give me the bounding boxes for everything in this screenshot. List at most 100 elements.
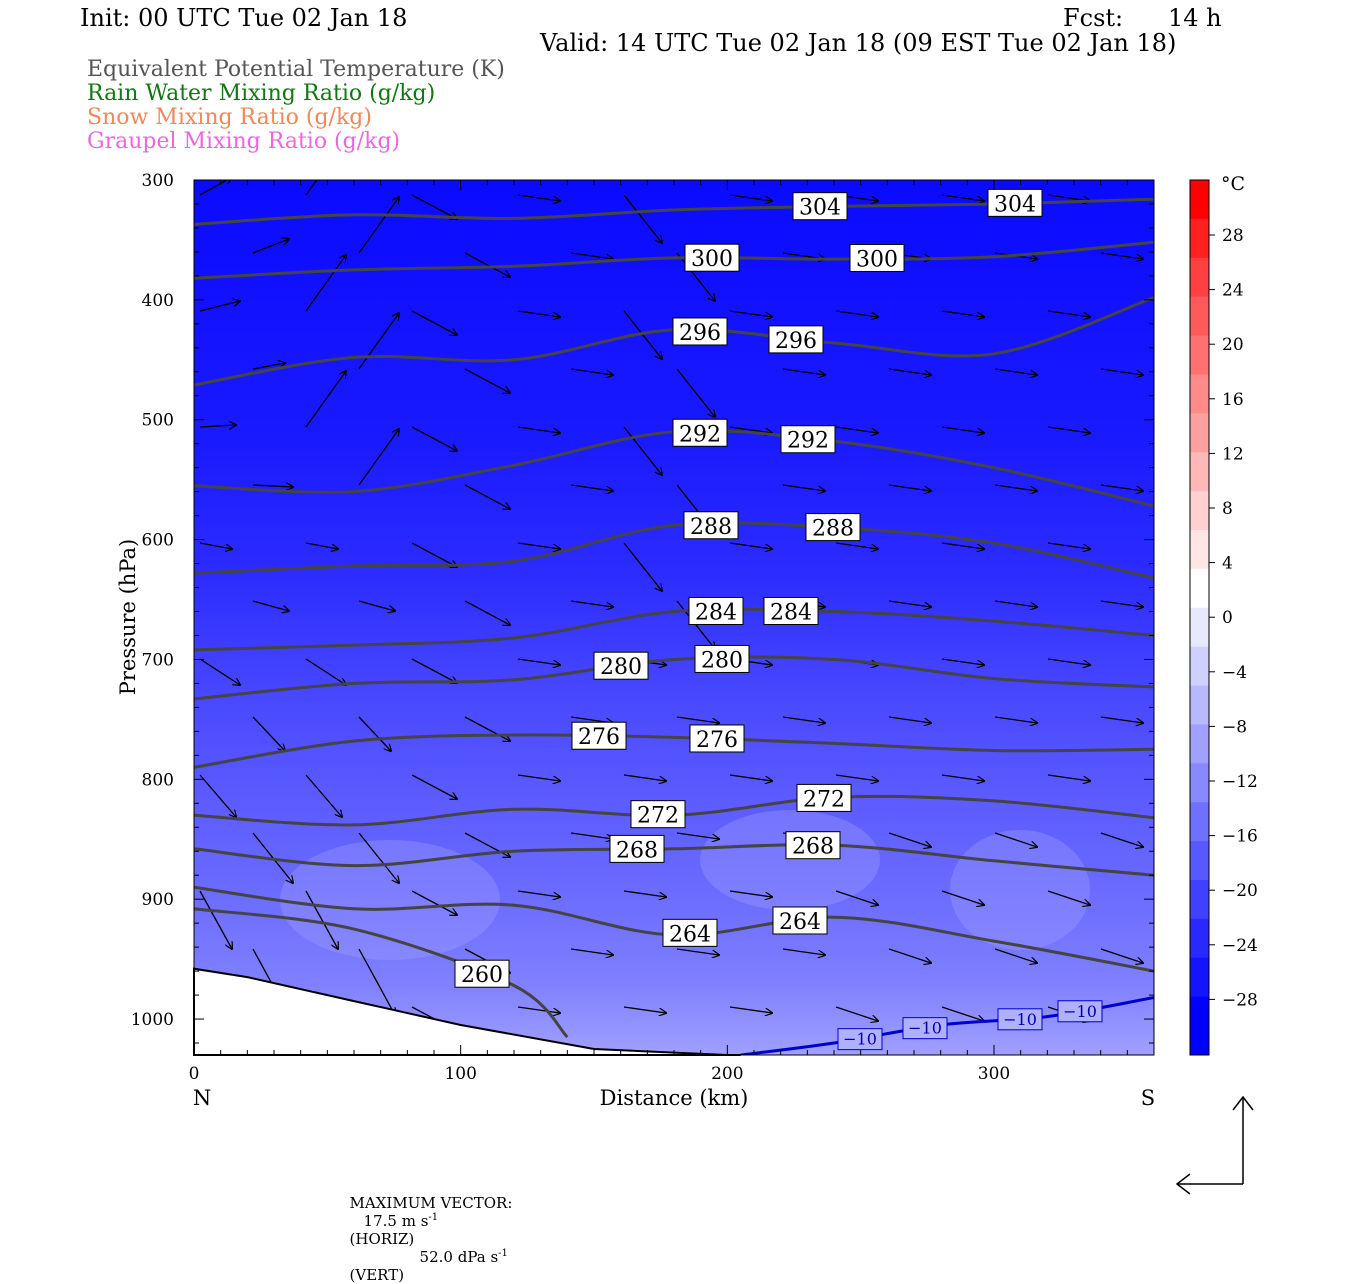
wind-vector xyxy=(570,368,613,375)
colorbar-label: 24 xyxy=(1222,281,1244,301)
wind-vector xyxy=(782,716,825,723)
colorbar-swatch xyxy=(1190,568,1209,609)
x-tick-label: 300 xyxy=(978,1064,1010,1084)
y-tick-label: 600 xyxy=(142,531,174,551)
colorbar-swatch xyxy=(1190,257,1209,298)
wind-vector xyxy=(623,426,662,475)
wind-vector xyxy=(835,426,878,433)
max-vector-horiz-exp: -1 xyxy=(428,1212,439,1223)
wind-vector xyxy=(464,368,510,393)
wind-vector xyxy=(411,774,457,799)
wind-vector xyxy=(994,832,1037,847)
wind-vector xyxy=(1047,890,1090,905)
reference-vector-icon xyxy=(1175,1095,1254,1195)
wind-vector xyxy=(729,426,772,433)
y-tick-label: 300 xyxy=(142,171,174,191)
theta-e-contour-284 xyxy=(194,607,1154,652)
wind-vector xyxy=(411,310,457,335)
wind-vector xyxy=(252,239,289,254)
wind-vector xyxy=(199,425,236,427)
colorbar-swatch xyxy=(1190,763,1209,803)
wind-vector xyxy=(835,890,878,905)
wind-vector xyxy=(411,658,457,683)
wind-vector xyxy=(623,542,662,591)
wind-vector xyxy=(199,542,232,549)
contour-label-box xyxy=(796,783,852,812)
contour-label: 276 xyxy=(696,728,738,753)
south-end-label: S xyxy=(1141,1086,1155,1110)
wind-vector xyxy=(835,542,878,549)
wind-vector xyxy=(729,542,772,549)
wind-vector xyxy=(941,774,984,781)
contour-label-box xyxy=(662,918,718,947)
init-time: Init: 00 UTC Tue 02 Jan 18 xyxy=(80,4,408,32)
contour-label-box xyxy=(763,597,819,626)
theta-e-contour-260 xyxy=(194,907,569,1039)
wind-vector xyxy=(1100,252,1143,259)
wind-vector xyxy=(941,194,984,201)
wind-vector xyxy=(994,484,1037,491)
colorbar-swatch xyxy=(1190,957,1209,998)
contour-label: 268 xyxy=(616,838,658,863)
colorbar-label: −12 xyxy=(1222,772,1258,792)
wind-vector xyxy=(517,310,560,317)
wind-vector xyxy=(994,716,1037,723)
y-tick-label: 500 xyxy=(142,411,174,431)
temp-label-box xyxy=(902,1017,948,1040)
y-tick-label: 400 xyxy=(142,291,174,311)
colorbar-swatch xyxy=(1190,685,1209,725)
wind-vector xyxy=(888,484,931,491)
colorbar-swatch xyxy=(1190,296,1209,337)
colorbar-swatch xyxy=(1190,530,1209,570)
wind-vector xyxy=(358,600,395,611)
contour-label-box xyxy=(792,192,848,221)
colorbar-swatch xyxy=(1190,996,1209,1037)
contour-label-box xyxy=(688,597,744,626)
colorbar-label: −8 xyxy=(1222,717,1247,737)
contour-label-box xyxy=(780,425,836,454)
wind-vector xyxy=(1047,774,1090,781)
wind-vector xyxy=(358,948,395,1015)
wind-vector xyxy=(729,890,772,897)
temp-label-box xyxy=(997,1008,1043,1031)
wind-vector xyxy=(941,542,984,549)
contour-label-box xyxy=(454,959,510,988)
contour-label: 268 xyxy=(792,835,834,860)
wind-vector xyxy=(676,948,719,955)
colorbar-label: −24 xyxy=(1222,936,1258,956)
temp-contour-label: −10 xyxy=(1003,1010,1037,1029)
colorbar-label: −28 xyxy=(1222,990,1258,1010)
wind-vector xyxy=(941,426,984,433)
wind-vector xyxy=(1100,832,1143,847)
contour-label: 276 xyxy=(578,725,620,750)
wind-vector xyxy=(411,426,457,451)
colorbar-label: −20 xyxy=(1222,881,1258,901)
colorbar-label: −4 xyxy=(1222,663,1247,683)
wind-vector xyxy=(570,948,613,955)
contour-label: 264 xyxy=(779,910,821,935)
colorbar-swatch xyxy=(1190,724,1209,764)
contour-label: 296 xyxy=(679,321,721,346)
theta-e-contour-268 xyxy=(194,843,1154,877)
wind-vector xyxy=(305,890,338,949)
wind-vector xyxy=(199,890,232,949)
wind-vector xyxy=(888,832,931,847)
max-vector-horiz-tag: (HORIZ) xyxy=(349,1230,415,1248)
wind-vector xyxy=(517,774,560,781)
temperature-colorbar: 28 24 20 16 12 8 4 0 −4 −8 −12 −16 −20 −24 −28 xyxy=(1189,179,1258,1056)
colorbar-label: 12 xyxy=(1222,444,1244,464)
theta-e-contour-280 xyxy=(194,655,1154,701)
colorbar-swatch xyxy=(1190,335,1209,375)
wind-vector xyxy=(888,948,931,963)
y-tick-label: 800 xyxy=(142,770,174,790)
wind-vector xyxy=(623,774,666,781)
wind-vector xyxy=(1100,716,1143,723)
wind-vector xyxy=(676,832,719,839)
max-vector-horiz: 17.5 m s xyxy=(363,1212,429,1230)
wind-vector xyxy=(199,774,236,817)
field-graupel: Graupel Mixing Ratio (g/kg) xyxy=(87,129,401,154)
contour-label: 272 xyxy=(637,804,679,829)
temp-contour-label: −10 xyxy=(908,1019,942,1038)
wind-vector xyxy=(199,180,232,196)
wind-vector xyxy=(1100,600,1143,607)
